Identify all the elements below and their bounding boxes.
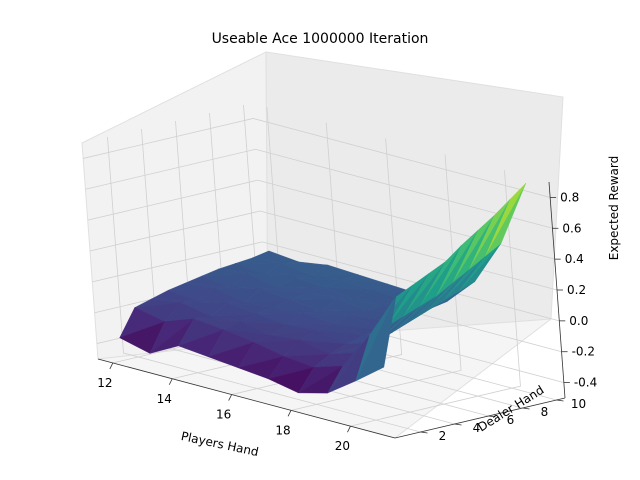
x-tick-label: 18: [275, 423, 290, 437]
z-tick-label: 0.6: [562, 221, 581, 235]
x-axis-line: [97, 358, 396, 439]
z-tick-label: -0.4: [574, 376, 597, 390]
x-tick-label: 16: [216, 408, 231, 422]
z-grid-line: [87, 179, 555, 260]
y-tick-label: 10: [571, 397, 586, 411]
x-tick-label: 14: [157, 392, 172, 406]
y-tick: [488, 415, 496, 418]
y-tick-label: 4: [473, 421, 481, 435]
y-tick: [420, 431, 428, 434]
x-tick: [287, 410, 292, 417]
z-grid-line: [85, 148, 553, 229]
y-tick-label: 8: [541, 405, 549, 419]
z-axis-label: Expected Reward: [607, 156, 621, 261]
z-grid-line: [92, 241, 560, 322]
y-tick: [556, 399, 564, 402]
y-tick-label: 2: [439, 429, 447, 443]
x-grid-line: [290, 154, 462, 411]
y-tick: [454, 423, 462, 426]
x-tick: [228, 394, 233, 401]
chart-title: Useable Ace 1000000 Iteration: [212, 31, 429, 47]
z-tick-label: 0.8: [560, 190, 579, 204]
z-tick-label: 0.0: [569, 314, 588, 328]
x-axis-label: Players Hand: [180, 429, 260, 459]
z-tick-label: 0.2: [567, 283, 586, 297]
x-tick-label: 20: [335, 439, 350, 453]
surface-face: [355, 296, 397, 382]
x-tick: [347, 425, 351, 433]
z-tick-label: -0.2: [572, 345, 595, 359]
y-tick-label: 6: [507, 413, 515, 427]
x-tick: [109, 362, 114, 370]
x-tick-label: 12: [97, 376, 112, 390]
tick-labels: 12 14 16 18 20 2 4 6 8 10 -0.4 -0.2 0.0 0.2 0.4 0.6 0.8: [97, 190, 597, 453]
z-grid-line: [83, 118, 551, 198]
surface: [119, 182, 527, 394]
z-tick-label: 0.4: [565, 252, 584, 266]
x-tick: [168, 378, 173, 385]
x-grid-line: [350, 170, 521, 427]
y-tick: [522, 407, 530, 410]
y-axis-line: [394, 397, 566, 439]
y-grid-line: [107, 136, 421, 433]
